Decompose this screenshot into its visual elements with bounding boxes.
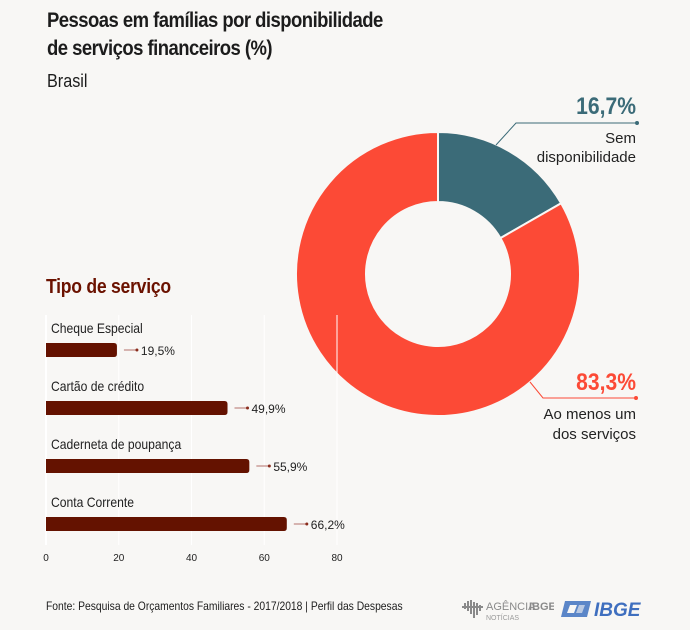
chart-subtitle: Brasil (47, 71, 88, 91)
ibge-logo-text: IBGE (594, 600, 642, 621)
slice-label-sem-line2: disponibilidade (537, 149, 636, 166)
brazil-map-icon (462, 600, 483, 618)
chart-title: Pessoas em famílias por disponibilidade … (47, 7, 399, 63)
bar-arrow-head (267, 464, 271, 468)
x-tick-label-40: 40 (186, 553, 198, 564)
bar (46, 343, 117, 357)
leader-line-ao-menos (529, 381, 636, 399)
slice-label-sem-line1: Sem (605, 130, 636, 147)
chart-title-line2: de serviços financeiros (%) (47, 37, 273, 60)
bar-value-label: 55,9% (273, 460, 307, 474)
chart-title-line1: Pessoas em famílias por disponibilidade (47, 9, 383, 32)
x-tick-label-60: 60 (259, 553, 271, 564)
bar (46, 517, 287, 531)
bar-category-label: Caderneta de poupança (51, 436, 182, 452)
bar-category-label: Cheque Especial (51, 320, 143, 336)
bar-category-label: Cartão de crédito (51, 378, 144, 394)
agencia-logo-text: AGÊNCIA (486, 600, 536, 613)
slice-label-ao-menos-line2: dos serviços (553, 426, 636, 443)
noticias-logo-text: NOTÍCIAS (486, 613, 519, 622)
x-tick-label-80: 80 (331, 553, 343, 564)
leader-line-sem (495, 122, 637, 146)
agencia-ibge-logo: AGÊNCIA IBGE NOTÍCIAS (462, 600, 554, 622)
donut-slice-1 (295, 130, 581, 417)
bar-category-label: Conta Corrente (51, 494, 134, 510)
value-label-sem: 16,7% (576, 93, 636, 120)
x-tick-label-20: 20 (113, 553, 125, 564)
value-label-ao-menos: 83,3% (576, 369, 636, 396)
bar-section-title: Tipo de serviço (46, 276, 171, 298)
bar-value-label: 66,2% (311, 518, 345, 532)
slice-label-ao-menos-line1: Ao menos um (543, 406, 636, 423)
ibge-logo: IBGE (561, 600, 642, 621)
leader-dot-sem (635, 121, 639, 125)
bar (46, 401, 228, 415)
agencia-logo-bold: IBGE (529, 601, 554, 613)
bar-arrow-head (135, 348, 139, 352)
bar-arrow-head (246, 406, 250, 410)
source-note: Fonte: Pesquisa de Orçamentos Familiares… (46, 599, 403, 613)
ibge-emblem-icon (561, 601, 591, 617)
bar-arrow-head (305, 522, 309, 526)
leader-dot-ao-menos (634, 396, 638, 400)
bar-value-label: 49,9% (252, 402, 286, 416)
donut-slice-0 (437, 130, 563, 240)
bar (46, 459, 250, 473)
x-tick-label-0: 0 (43, 553, 49, 564)
bar-value-label: 19,5% (141, 344, 175, 358)
